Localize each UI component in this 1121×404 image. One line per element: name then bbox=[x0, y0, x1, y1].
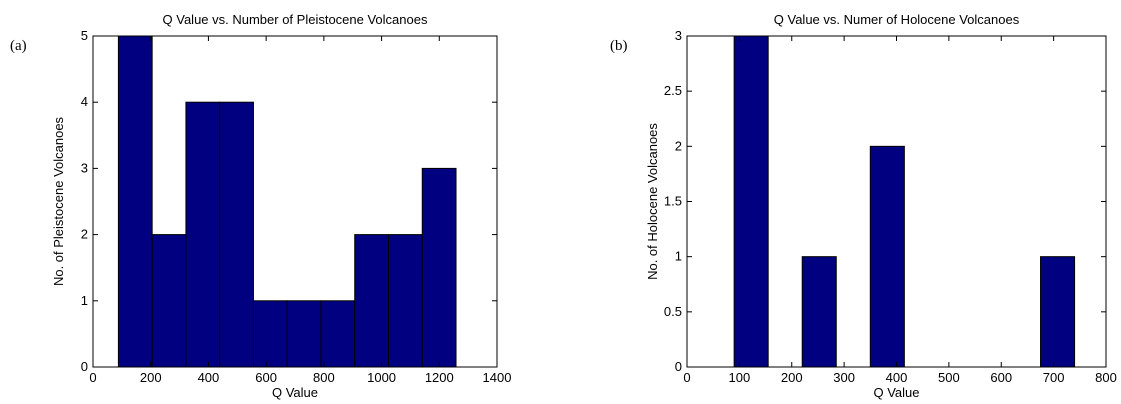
y-tick-label: 5 bbox=[81, 28, 88, 43]
y-tick-label: 0 bbox=[81, 359, 88, 374]
bar-2 bbox=[801, 256, 837, 368]
chart-title: Q Value vs. Numer of Holocene Volcanoes bbox=[774, 12, 1020, 27]
bar-5 bbox=[286, 300, 322, 368]
x-tick-label: 400 bbox=[886, 370, 908, 385]
y-axis-label: No. of Pleistocene Volcanoes bbox=[51, 116, 66, 286]
y-tick-label: 1 bbox=[81, 293, 88, 308]
x-tick-label: 1200 bbox=[425, 370, 454, 385]
y-tick-label: 1.5 bbox=[664, 194, 682, 209]
x-axis-label: Q Value bbox=[272, 385, 318, 400]
bar-9 bbox=[421, 167, 457, 368]
x-tick-label: 100 bbox=[729, 370, 751, 385]
chart-title: Q Value vs. Number of Pleistocene Volcan… bbox=[163, 12, 428, 27]
x-tick-label: 300 bbox=[833, 370, 855, 385]
x-tick-label: 600 bbox=[990, 370, 1012, 385]
y-tick-label: 0 bbox=[675, 359, 682, 374]
bar-0 bbox=[117, 35, 153, 368]
panel-label-b: (b) bbox=[610, 38, 628, 54]
bar-2 bbox=[185, 101, 221, 368]
x-tick-label: 1400 bbox=[483, 370, 512, 385]
x-tick-label: 200 bbox=[781, 370, 803, 385]
bar-9 bbox=[1040, 256, 1076, 368]
y-tick-label: 2 bbox=[675, 138, 682, 153]
x-tick-label: 800 bbox=[313, 370, 335, 385]
x-tick-label: 600 bbox=[255, 370, 277, 385]
x-tick-label: 700 bbox=[1043, 370, 1065, 385]
y-tick-label: 1 bbox=[675, 249, 682, 264]
y-tick-label: 2.5 bbox=[664, 83, 682, 98]
x-tick-label: 0 bbox=[683, 370, 690, 385]
y-axis-label: No. of Holocene Volcanoes bbox=[645, 123, 660, 280]
y-tick-label: 4 bbox=[81, 94, 88, 109]
y-tick-label: 0.5 bbox=[664, 304, 682, 319]
bar-8 bbox=[387, 234, 423, 368]
x-tick-label: 800 bbox=[1095, 370, 1117, 385]
panel-label-a: (a) bbox=[10, 38, 27, 54]
y-tick-label: 2 bbox=[81, 227, 88, 242]
x-tick-label: 1000 bbox=[367, 370, 396, 385]
x-axis-label: Q Value bbox=[873, 385, 919, 400]
bar-3 bbox=[219, 101, 254, 368]
x-tick-label: 0 bbox=[89, 370, 96, 385]
plot-frame bbox=[92, 35, 498, 368]
y-tick-label: 3 bbox=[81, 160, 88, 175]
x-tick-label: 400 bbox=[198, 370, 220, 385]
bar-4 bbox=[869, 145, 905, 368]
bar-0 bbox=[733, 35, 769, 368]
x-tick-label: 200 bbox=[140, 370, 162, 385]
y-tick-label: 3 bbox=[675, 28, 682, 43]
x-tick-label: 500 bbox=[938, 370, 960, 385]
